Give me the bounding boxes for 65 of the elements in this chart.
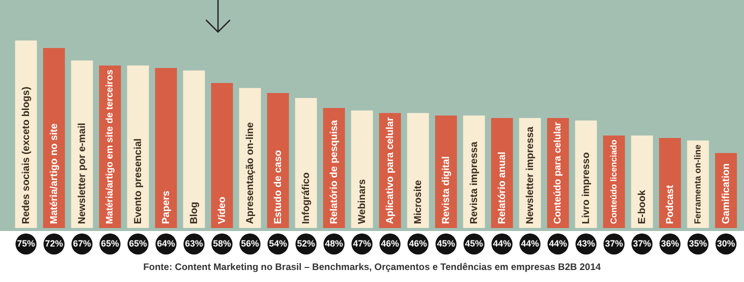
data-label: 43%	[576, 238, 596, 248]
data-label: 47%	[352, 238, 372, 248]
bar	[127, 66, 149, 228]
data-label: 52%	[296, 238, 316, 248]
x-tick-label: Matéria/artigo em site de terceiros	[104, 70, 116, 224]
x-tick-label: Microsite	[412, 180, 424, 224]
data-label: 48%	[324, 238, 344, 248]
data-label: 45%	[464, 238, 484, 248]
bar	[351, 110, 373, 228]
x-tick-label: Conteúdo licenciado	[608, 140, 618, 224]
data-label: 44%	[492, 238, 512, 248]
x-tick-label: Revista impressa	[468, 141, 480, 224]
data-label: 56%	[240, 238, 260, 248]
bar	[267, 93, 289, 228]
data-label: 75%	[16, 238, 36, 248]
data-label: 30%	[716, 238, 736, 248]
data-label: 44%	[520, 238, 540, 248]
data-label: 67%	[72, 238, 92, 248]
x-tick-label: Blog	[188, 202, 200, 224]
x-tick-label: Apresentação on-line	[244, 122, 256, 224]
x-tick-label: Gamification	[720, 163, 732, 224]
x-tick-label: Revista digital	[440, 156, 452, 224]
data-label: 37%	[604, 238, 624, 248]
x-tick-label: Podcast	[664, 184, 676, 224]
data-label: 44%	[548, 238, 568, 248]
x-tick-label: Relatório anual	[496, 152, 508, 224]
data-label: 46%	[408, 238, 428, 248]
x-tick-label: Evento presencial	[132, 138, 144, 224]
data-label: 46%	[380, 238, 400, 248]
data-label: 65%	[128, 238, 148, 248]
data-label: 58%	[212, 238, 232, 248]
data-label: 37%	[632, 238, 652, 248]
bar	[155, 68, 177, 228]
bar	[631, 136, 653, 228]
x-tick-label: Vídeo	[216, 196, 228, 224]
x-tick-label: Matéria/artigo no site	[48, 122, 60, 224]
bar	[659, 138, 681, 228]
bar	[407, 113, 429, 228]
source-note: Fonte: Content Marketing no Brasil – Benchmarks, Orçamentos e Tendências em empresas B2B 2014	[143, 262, 601, 273]
data-label: 45%	[436, 238, 456, 248]
x-tick-label: Newsletter impressa	[524, 126, 536, 224]
bar	[295, 98, 317, 228]
data-label: 72%	[44, 238, 64, 248]
data-label: 65%	[100, 238, 120, 248]
x-tick-label: E-book	[636, 190, 648, 224]
bar	[211, 83, 233, 228]
data-label: 36%	[660, 238, 680, 248]
x-tick-label: Newsletter por e-mail	[76, 122, 88, 224]
data-label: 63%	[184, 238, 204, 248]
x-tick-label: Ferramenta on-line	[692, 144, 702, 224]
bar	[43, 48, 65, 228]
data-label: 64%	[156, 238, 176, 248]
x-tick-label: Estudo de caso	[272, 150, 284, 224]
x-tick-label: Aplicativo para celular	[384, 117, 396, 224]
data-label: 35%	[688, 238, 708, 248]
x-tick-label: Conteúdo para celular	[552, 122, 564, 224]
data-label: 54%	[268, 238, 288, 248]
bar	[183, 70, 205, 228]
x-tick-label: Papers	[160, 190, 172, 224]
x-tick-label: Infográfico	[300, 172, 312, 224]
x-tick-label: Relatório de pesquisa	[328, 120, 340, 224]
x-tick-label: Livro impresso	[580, 152, 592, 224]
bar	[71, 60, 93, 228]
x-tick-label: Webinars	[356, 178, 368, 224]
x-tick-label: Redes sociais (exceto blogs)	[20, 86, 32, 224]
